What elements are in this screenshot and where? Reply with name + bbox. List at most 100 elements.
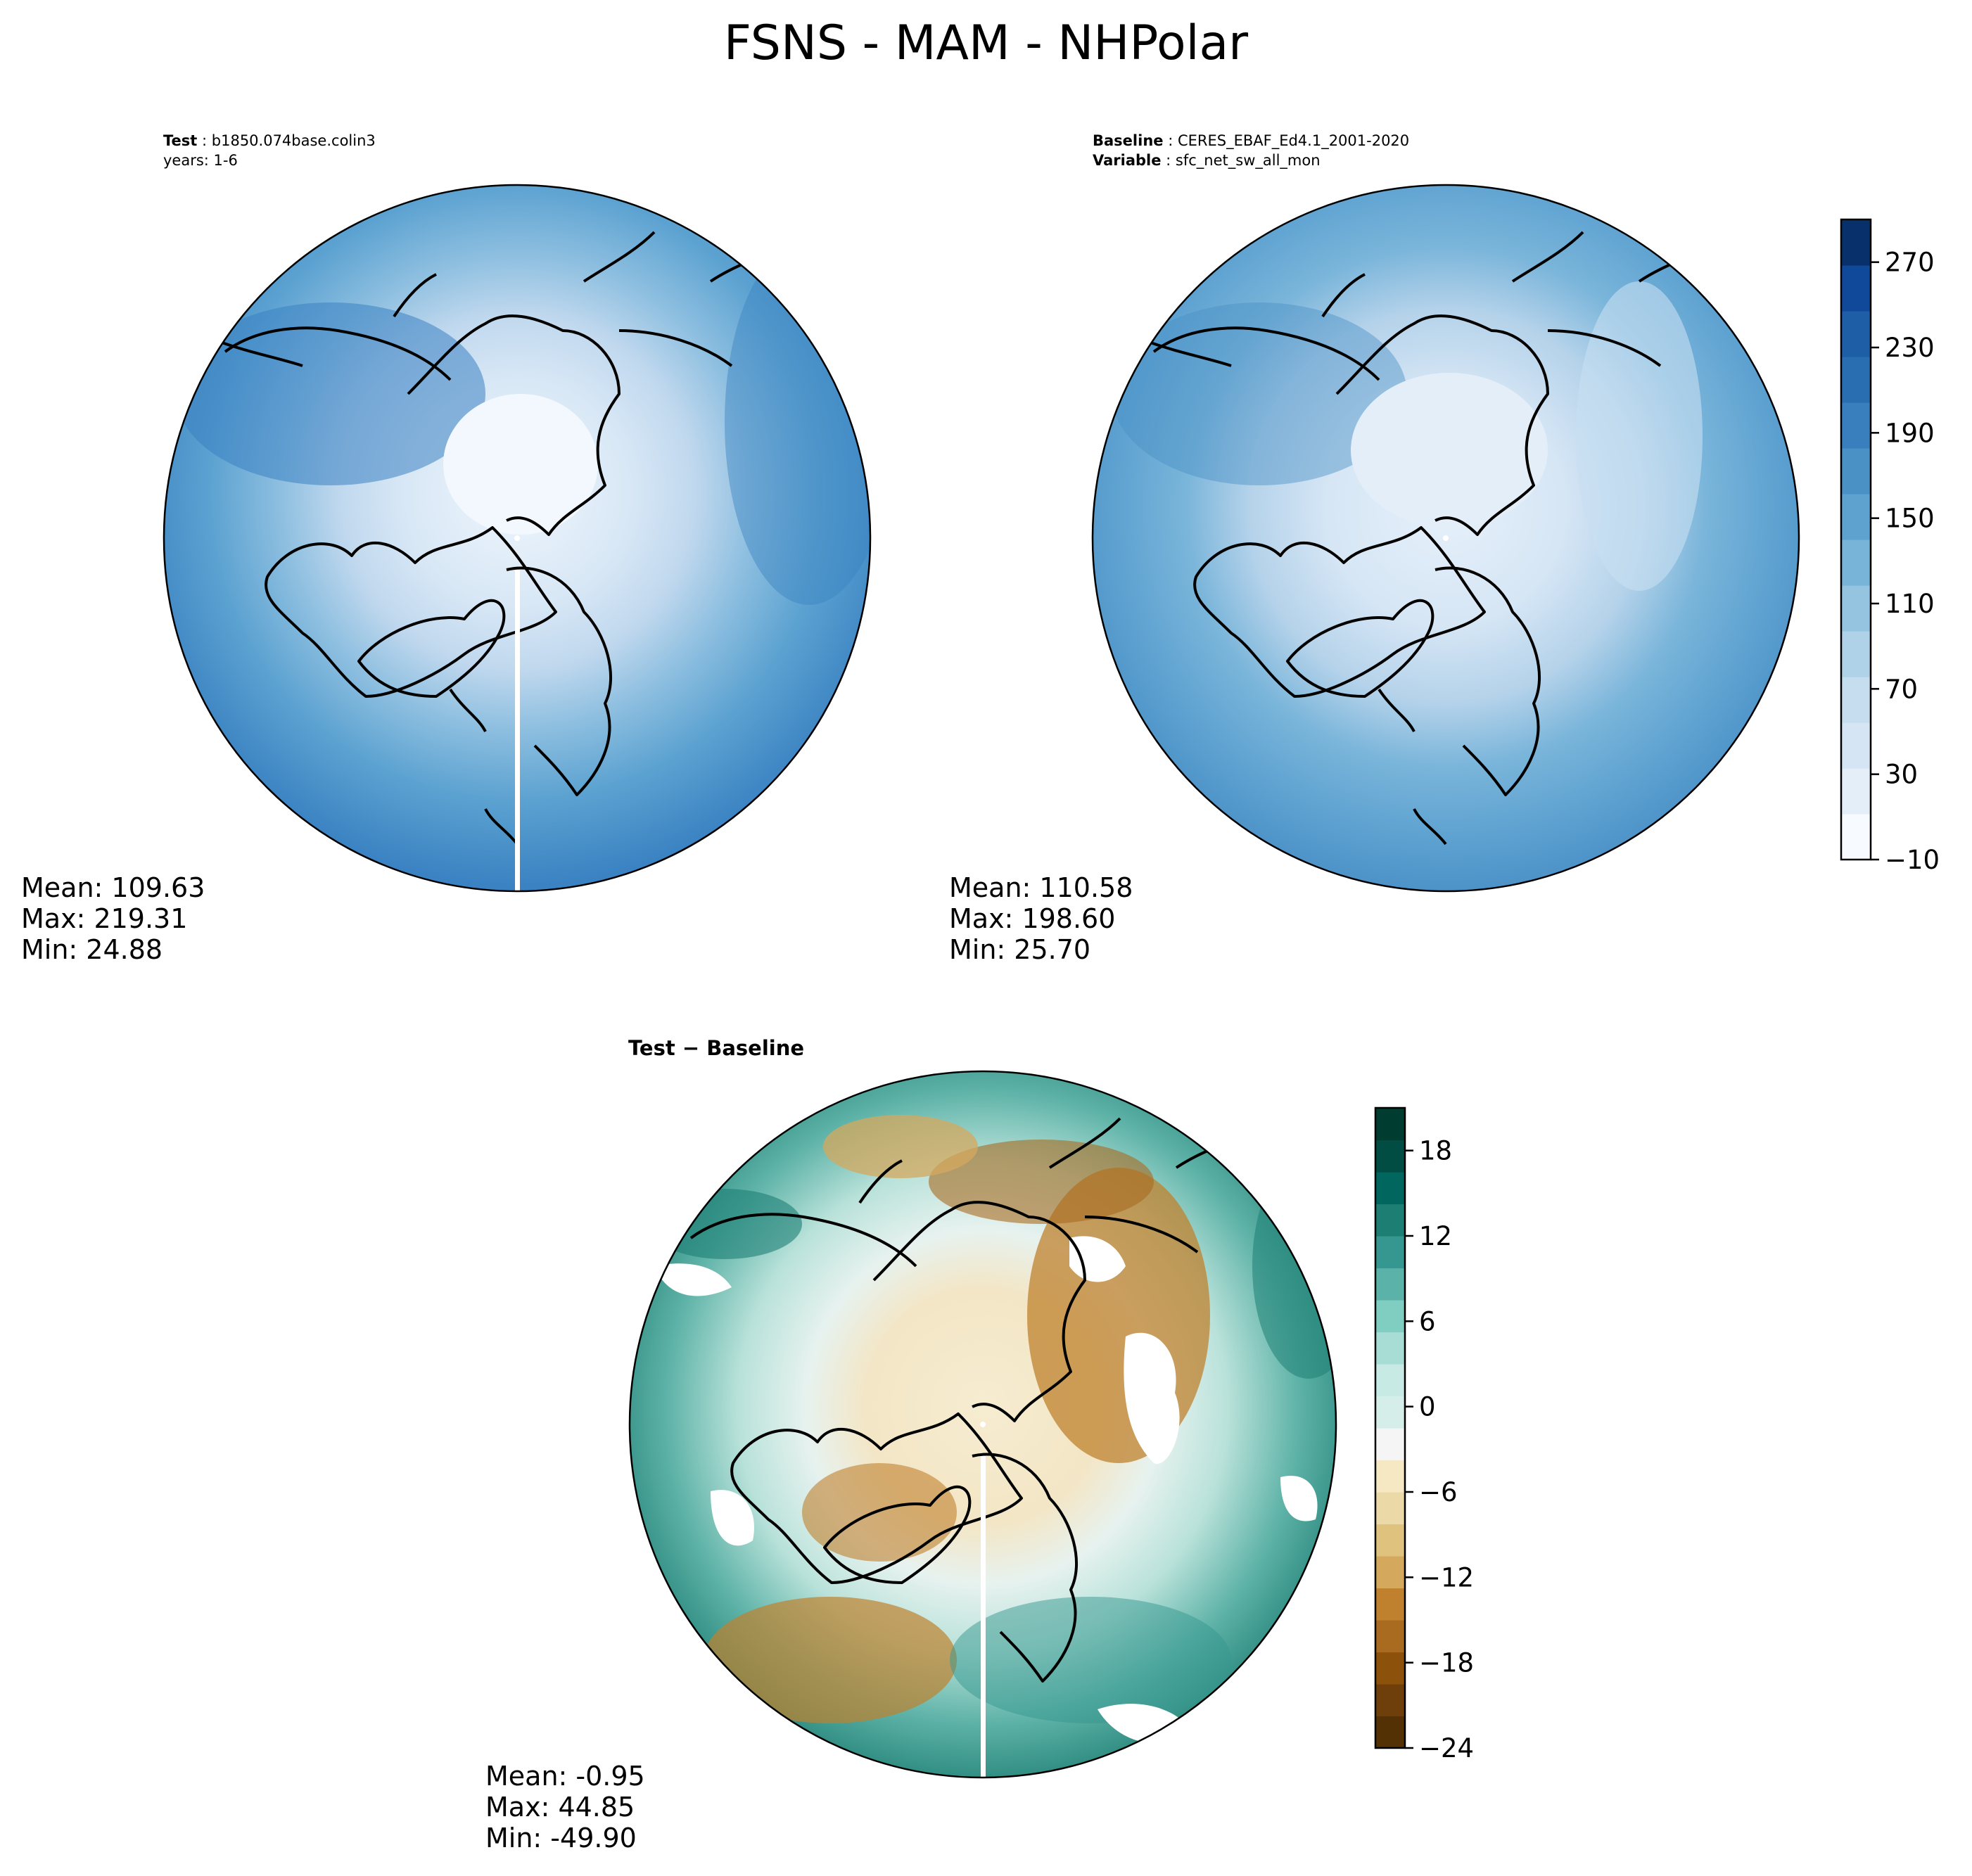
baseline-label-value: CERES_EBAF_Ed4.1_2001-2020 (1177, 132, 1410, 149)
colorbar-band (1375, 1684, 1405, 1717)
coastline (823, 1485, 972, 1584)
variable-label-value: sfc_net_sw_all_mon (1175, 152, 1321, 169)
test-map (163, 184, 872, 893)
test-label-key: Test (163, 132, 198, 149)
diff-mean: Mean: -0.95 (485, 1761, 645, 1792)
colorbar-tick-label: −24 (1419, 1733, 1474, 1763)
test-label-value: b1850.074base.colin3 (211, 132, 376, 149)
baseline-map-boundary (1091, 184, 1800, 893)
colorbar-band (1841, 722, 1871, 769)
colorbar-tick-label: −12 (1419, 1562, 1474, 1593)
coastline (1547, 329, 1662, 367)
coastline (357, 599, 506, 698)
coastline (583, 231, 656, 283)
colorbar-band (1375, 1524, 1405, 1557)
baseline-max: Max: 198.60 (949, 903, 1116, 934)
colorbar-band (1375, 1204, 1405, 1237)
diff-min: Min: -49.90 (485, 1823, 637, 1853)
diff-title: Test − Baseline (628, 1036, 805, 1060)
baseline-field (1093, 185, 1799, 891)
colorbar-tick-label: −18 (1419, 1648, 1474, 1678)
test-pole-dot (514, 535, 520, 541)
colorbar-band (1375, 1492, 1405, 1525)
colorbar-band (1841, 814, 1871, 860)
colorbar-band (1375, 1268, 1405, 1301)
diff-saturated-patch (1280, 1476, 1318, 1521)
figure-title: FSNS - MAM - NHPolar (723, 15, 1249, 71)
colorbar-tick-label: 110 (1885, 589, 1935, 619)
baseline-label-sep: : (1163, 132, 1178, 149)
colorbar-band (1841, 494, 1871, 540)
variable-label-sep: : (1161, 152, 1176, 169)
colorbar-band (1375, 1460, 1405, 1493)
colorbar-band (1841, 677, 1871, 723)
coastline (1511, 231, 1584, 283)
colorbar-tick-label: 0 (1419, 1392, 1436, 1422)
colorbar-band (1375, 1396, 1405, 1429)
coastline (1435, 566, 1541, 796)
colorbar-band (1375, 1652, 1405, 1685)
baseline-min: Min: 25.70 (949, 934, 1091, 965)
coastline (1413, 808, 1447, 846)
test-years: years: 1-6 (163, 152, 238, 169)
coastline (484, 808, 519, 846)
coastline (393, 273, 437, 318)
test-mean: Mean: 109.63 (21, 872, 205, 903)
colorbar-band (1841, 357, 1871, 403)
diff-stats: Mean: -0.95 Max: 44.85 Min: -49.90 (485, 1761, 645, 1853)
baseline-stats: Mean: 110.58 Max: 198.60 Min: 25.70 (949, 872, 1133, 965)
diff-map (628, 1070, 1337, 1779)
coastline (858, 1159, 903, 1204)
colorbar-band (1841, 631, 1871, 677)
test-stats: Mean: 109.63 Max: 219.31 Min: 24.88 (21, 872, 205, 965)
colorbar-band (1375, 1300, 1405, 1333)
colorbar-band (1841, 585, 1871, 632)
coastline (407, 314, 621, 536)
colorbar-band (1375, 1108, 1405, 1141)
coastline (506, 566, 612, 796)
variable-label-key: Variable (1093, 152, 1162, 169)
test-missing-seam (515, 570, 520, 891)
test-subtitle: Test : b1850.074base.colin3 years: 1-6 (163, 131, 376, 170)
colorbar-band (1841, 265, 1871, 312)
baseline-field-patch (1351, 373, 1548, 528)
coastline (1335, 314, 1549, 536)
baseline-field-patch (1576, 281, 1703, 591)
baseline-map (1091, 184, 1800, 893)
colorbar-band (1841, 540, 1871, 586)
diff-saturated-patch (654, 1263, 732, 1296)
diff-missing-seam (981, 1456, 986, 1778)
test-max: Max: 219.31 (21, 903, 188, 934)
diff-saturated-patch (711, 1490, 754, 1546)
coastline (1193, 526, 1486, 698)
colorbar-band (1375, 1140, 1405, 1173)
diff-pole-dot (980, 1422, 986, 1427)
baseline-subtitle: Baseline : CERES_EBAF_Ed4.1_2001-2020 Va… (1093, 131, 1409, 170)
colorbar-top: −10 30 70 110 150 190 230 270 (1840, 218, 1940, 875)
colorbar-tick-label: −6 (1419, 1477, 1458, 1507)
colorbar-band (1841, 768, 1871, 815)
colorbar-band (1375, 1716, 1405, 1749)
colorbar-band (1375, 1172, 1405, 1205)
colorbar-tick-label: 230 (1885, 333, 1935, 363)
baseline-pole-dot (1443, 535, 1449, 541)
test-min: Min: 24.88 (21, 934, 163, 965)
colorbar-tick-label: 190 (1885, 418, 1935, 448)
colorbar-tick-label: −10 (1885, 845, 1940, 875)
colorbar-band (1841, 402, 1871, 449)
coastline (972, 1453, 1078, 1683)
coastline (730, 1412, 1023, 1584)
coastline (449, 688, 487, 732)
diff-positive-anomaly (1252, 1154, 1336, 1379)
test-field-patch (725, 239, 870, 605)
diff-map-boundary (628, 1070, 1337, 1779)
coastline (689, 1213, 917, 1268)
coastline (224, 326, 452, 381)
colorbar-tick-label: 30 (1885, 760, 1918, 790)
colorbar-band (1375, 1332, 1405, 1365)
coastline (1152, 326, 1380, 381)
coastline (217, 340, 303, 367)
coastline (872, 1201, 1086, 1422)
coastline (618, 329, 733, 367)
colorbar-band (1375, 1588, 1405, 1621)
